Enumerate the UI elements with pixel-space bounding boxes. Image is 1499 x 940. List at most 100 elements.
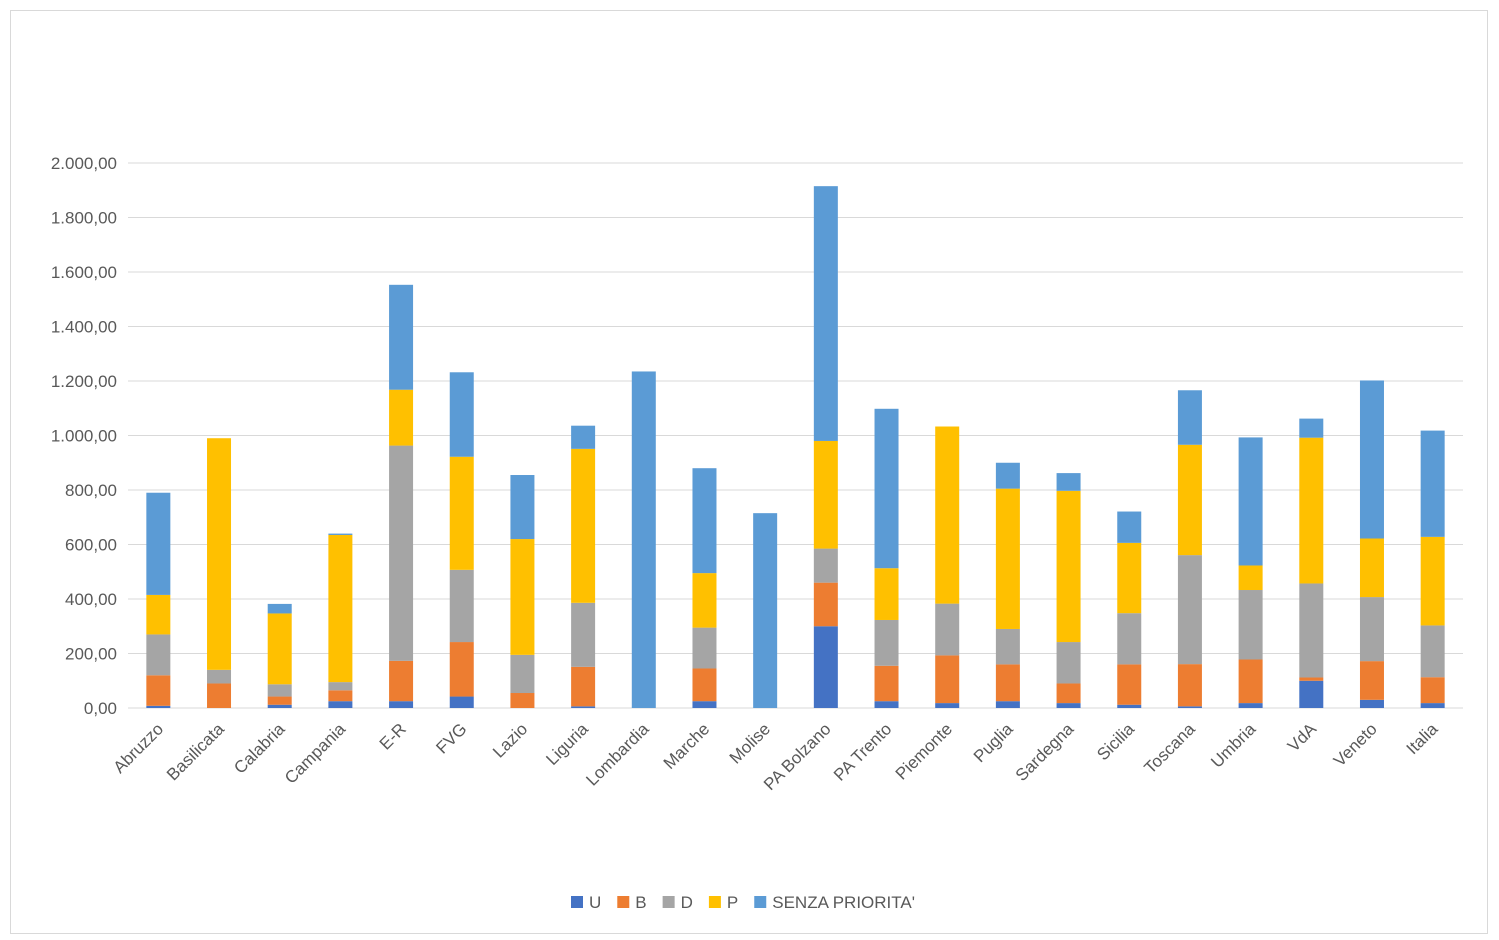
legend-swatch <box>754 896 767 908</box>
bar-segment-pa-trento-d <box>874 619 899 666</box>
bar-segment-marche-b <box>692 668 717 702</box>
bar-segment-basilicata-d <box>207 669 232 684</box>
bar-segment-abruzzo-senza-priorita <box>146 492 171 595</box>
legend-label: P <box>727 893 738 912</box>
bar-segment-sicilia-p <box>1117 542 1142 614</box>
bar-segment-fvg-b <box>449 642 474 697</box>
bar-segment-abruzzo-b <box>146 675 171 706</box>
y-tick-label: 1.200,00 <box>51 372 117 391</box>
y-tick-label: 200,00 <box>65 645 117 664</box>
bar-segment-pa-trento-p <box>874 568 899 620</box>
bar-segment-sicilia-senza-priorita <box>1117 511 1142 543</box>
legend-label: D <box>681 893 693 912</box>
bar-segment-pa-trento-b <box>874 665 899 702</box>
bar-segment-toscana-senza-priorita <box>1177 390 1202 445</box>
bar-segment-piemonte-u <box>935 703 960 708</box>
bar-segment-pa-trento-u <box>874 701 899 708</box>
bar-segment-e-r-senza-priorita <box>389 284 414 390</box>
bar-segment-piemonte-d <box>935 603 960 656</box>
bar-segment-fvg-u <box>449 696 474 708</box>
bar-segment-campania-b <box>328 690 353 702</box>
bar-segment-calabria-senza-priorita <box>267 603 292 614</box>
bar-segment-pa-bolzano-u <box>813 626 838 708</box>
y-tick-label: 2.000,00 <box>51 154 117 173</box>
bar-segment-vda-senza-priorita <box>1299 418 1324 438</box>
x-tick-label: Sardegna <box>1012 719 1078 785</box>
bar-segment-pa-bolzano-d <box>813 548 838 583</box>
bar-segment-umbria-d <box>1238 590 1263 660</box>
bar-segment-sicilia-b <box>1117 664 1142 705</box>
bar-segment-campania-d <box>328 682 353 691</box>
bar-segment-calabria-d <box>267 684 292 697</box>
bar-segment-marche-u <box>692 701 717 708</box>
y-tick-label: 1.600,00 <box>51 263 117 282</box>
x-tick-label: Puglia <box>970 719 1017 766</box>
bar-segment-vda-b <box>1299 677 1324 681</box>
legend-label: B <box>635 893 646 912</box>
bar-segment-pa-trento-senza-priorita <box>874 408 899 569</box>
bar-segment-lazio-senza-priorita <box>510 475 535 540</box>
bar-segment-piemonte-b <box>935 655 960 704</box>
bar-segment-liguria-b <box>571 666 596 707</box>
x-tick-label: E-R <box>376 719 410 753</box>
x-tick-label: Italia <box>1403 719 1442 758</box>
bar-segment-sardegna-b <box>1056 683 1081 704</box>
bar-segment-abruzzo-p <box>146 594 171 635</box>
y-tick-label: 1.800,00 <box>51 209 117 228</box>
bar-segment-puglia-u <box>995 701 1020 708</box>
y-tick-label: 1.000,00 <box>51 427 117 446</box>
bar-segment-e-r-d <box>389 445 414 661</box>
bar-segment-liguria-d <box>571 602 596 667</box>
x-tick-label: Toscana <box>1141 719 1200 778</box>
bar-segment-liguria-u <box>571 706 596 708</box>
bar-segment-puglia-b <box>995 664 1020 702</box>
bar-segment-campania-u <box>328 701 353 708</box>
bar-segment-pa-bolzano-p <box>813 440 838 549</box>
bar-segment-liguria-senza-priorita <box>571 425 596 449</box>
bar-segment-toscana-d <box>1177 555 1202 665</box>
bar-segment-sardegna-u <box>1056 703 1081 708</box>
bar-segment-fvg-senza-priorita <box>449 372 474 457</box>
legend-label: U <box>589 893 601 912</box>
bar-segment-liguria-p <box>571 448 596 603</box>
bar-segment-lazio-d <box>510 654 535 694</box>
legend-label: SENZA PRIORITA' <box>772 893 915 912</box>
legend-swatch <box>617 896 630 908</box>
bar-segment-veneto-b <box>1359 661 1384 700</box>
bar-segment-campania-p <box>328 534 353 683</box>
x-tick-label: Umbria <box>1207 719 1260 772</box>
bar-segment-calabria-p <box>267 613 292 685</box>
bar-segment-puglia-d <box>995 628 1020 665</box>
bar-segment-sardegna-p <box>1056 490 1081 643</box>
bar-segment-vda-u <box>1299 680 1324 708</box>
bar-segment-vda-p <box>1299 437 1324 584</box>
x-tick-label: Basilicata <box>163 719 228 784</box>
x-tick-label: Campania <box>281 719 350 788</box>
bar-segment-umbria-u <box>1238 703 1263 708</box>
bar-segment-vda-d <box>1299 583 1324 678</box>
gridlines <box>128 162 1463 709</box>
bar-segment-pa-bolzano-senza-priorita <box>813 186 838 441</box>
x-tick-label: Calabria <box>230 719 289 778</box>
x-tick-label: Veneto <box>1330 719 1381 770</box>
x-tick-label: Lazio <box>489 719 531 761</box>
x-tick-label: Lombardia <box>582 719 653 790</box>
bar-segment-sicilia-d <box>1117 613 1142 665</box>
bar-segment-veneto-senza-priorita <box>1359 380 1384 539</box>
bar-segment-e-r-u <box>389 701 414 708</box>
bar-segment-veneto-d <box>1359 597 1384 662</box>
x-tick-label: Marche <box>660 719 714 773</box>
bar-segment-umbria-b <box>1238 659 1263 704</box>
bar-segment-basilicata-p <box>207 438 232 670</box>
bar-segment-toscana-b <box>1177 664 1202 707</box>
bar-segment-lombardia-senza-priorita <box>631 371 656 708</box>
legend: U B D P SENZA PRIORITA' <box>571 893 915 912</box>
x-tick-label: Piemonte <box>892 719 956 783</box>
y-axis-ticks: 0,00 200,00 400,00 600,00 800,00 1.000,00 1.20… <box>51 154 117 718</box>
bar-segment-lazio-b <box>510 693 535 708</box>
bar-segment-marche-d <box>692 627 717 669</box>
x-tick-label: Liguria <box>542 719 592 769</box>
x-tick-label: VdA <box>1284 719 1321 756</box>
x-tick-label: FVG <box>432 719 470 757</box>
